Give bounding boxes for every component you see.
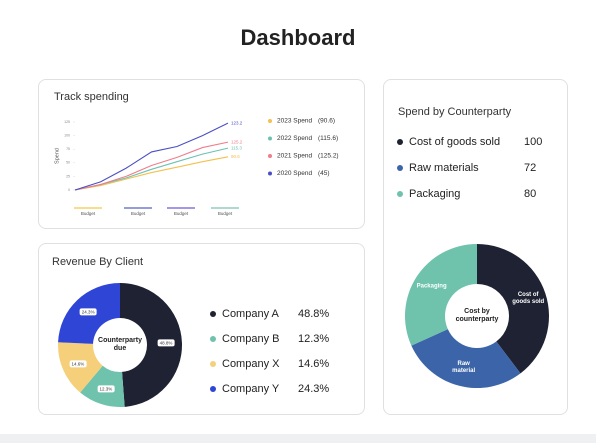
legend-value: (90.6) xyxy=(318,118,335,125)
legend-dot xyxy=(210,361,216,367)
budget-label: Budget xyxy=(218,211,233,216)
line-series xyxy=(74,122,229,191)
legend-dot xyxy=(397,165,403,171)
y-tick-label: 125 xyxy=(64,120,70,124)
y-axis-label: Spend xyxy=(54,148,60,164)
budget-label: Budget xyxy=(174,211,189,216)
pie-slice xyxy=(58,342,103,393)
budget-label: Budget xyxy=(131,211,146,216)
pie-slice xyxy=(404,244,477,346)
slice-label: 12.3% xyxy=(97,385,115,393)
legend-value: (45) xyxy=(318,170,330,177)
legend-dot xyxy=(268,136,272,141)
legend-value: 72 xyxy=(524,162,536,174)
legend-label: 2023 Spend xyxy=(277,118,312,125)
end-label: 115.3 xyxy=(231,145,242,150)
center-label: Counterparty due xyxy=(98,336,142,352)
budget-label: Budget xyxy=(81,211,96,216)
legend-label: Cost of goods sold xyxy=(409,136,500,148)
pie-slice xyxy=(411,329,521,389)
page-title: Dashboard xyxy=(240,25,356,50)
chart-title: Spend by Counterparty xyxy=(398,106,512,118)
pie-slice xyxy=(477,244,550,374)
legend-value: 48.8% xyxy=(298,308,329,320)
slice-label: Packaging xyxy=(416,283,447,290)
chart-title: Revenue By Client xyxy=(52,256,143,268)
pie-slice xyxy=(120,283,183,407)
legend-label: 2022 Spend xyxy=(277,135,312,142)
slice-label: 14.6% xyxy=(69,359,87,368)
end-label: 125.2 xyxy=(231,139,243,144)
legend-dot xyxy=(210,311,216,317)
legend-label: Company X xyxy=(222,358,280,370)
slice-label: Cost of goods sold xyxy=(512,291,545,305)
legend-dot xyxy=(268,119,272,123)
y-tick-label: 50 xyxy=(66,161,70,165)
line-series xyxy=(74,156,229,191)
legend-dot xyxy=(268,171,272,176)
legend-label: 2021 Spend xyxy=(277,153,312,160)
legend-dot xyxy=(210,336,216,342)
y-tick-label: 25 xyxy=(66,174,70,178)
legend-value: 24.3% xyxy=(298,383,329,395)
legend-dot xyxy=(397,139,403,145)
slice-label: 48.8% xyxy=(157,339,175,347)
end-label: 90.6 xyxy=(231,154,240,159)
legend-value: 80 xyxy=(524,188,536,200)
legend-value: 14.6% xyxy=(298,358,329,370)
legend-dot xyxy=(210,386,216,392)
y-tick-label: 75 xyxy=(66,147,70,151)
legend-label: Company B xyxy=(222,333,279,345)
legend-value: 100 xyxy=(524,136,542,148)
legend-label: Raw materials xyxy=(409,162,479,174)
legend-value: 12.3% xyxy=(298,333,329,345)
legend-label: 2020 Spend xyxy=(277,170,312,177)
slice-label: Raw material xyxy=(452,361,476,375)
legend-label: Packaging xyxy=(409,188,460,200)
legend-dot xyxy=(268,154,272,158)
slice-label: 24.3% xyxy=(79,308,97,316)
legend-label: Company A xyxy=(222,308,280,320)
legend-label: Company Y xyxy=(222,383,280,395)
y-tick-label: 0 xyxy=(68,188,70,192)
chart-title: Track spending xyxy=(54,91,129,103)
y-tick-label: 100 xyxy=(64,134,70,138)
legend-value: (115.6) xyxy=(318,135,338,142)
legend-dot xyxy=(397,191,403,197)
legend-value: (125.2) xyxy=(318,153,339,160)
center-label: Cost by counterparty xyxy=(455,307,499,323)
bottom-shade xyxy=(0,434,596,443)
end-label: 123.2 xyxy=(231,120,243,125)
line-series xyxy=(74,141,229,191)
line-series xyxy=(74,147,229,191)
